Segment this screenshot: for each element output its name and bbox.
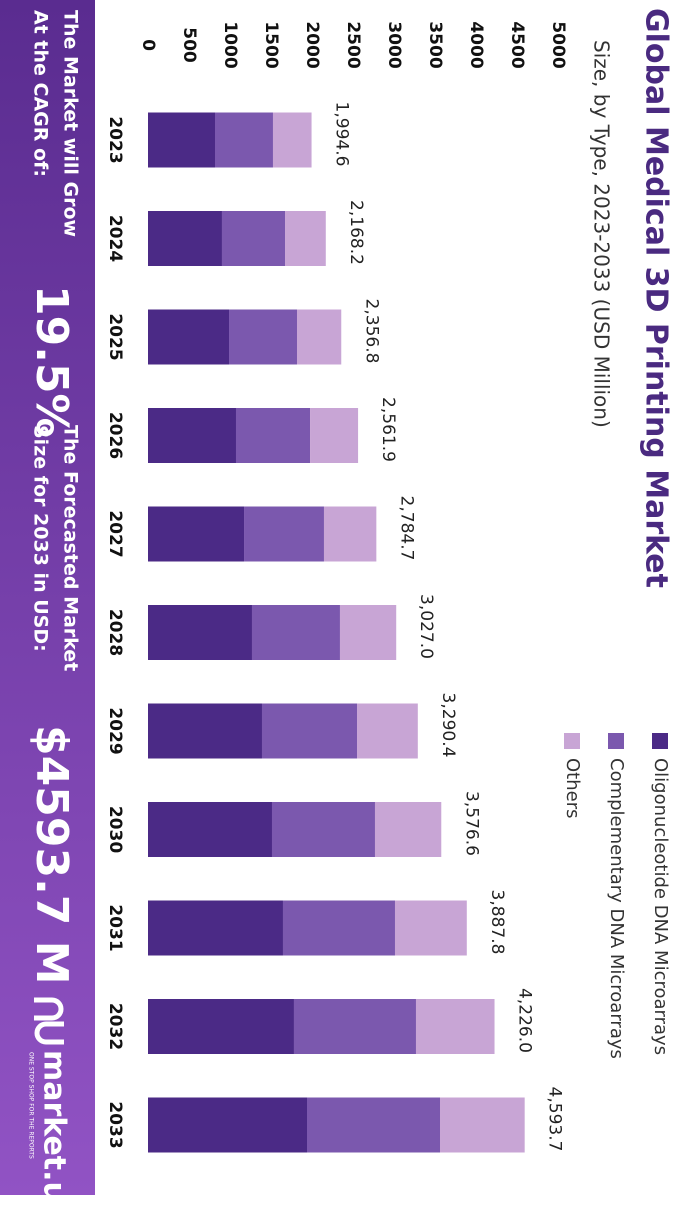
y-tick-label: 1500 <box>261 21 281 68</box>
bar-segment <box>282 900 395 956</box>
cagr-value: 19.5% <box>26 285 77 438</box>
bar-segment <box>285 211 326 266</box>
y-tick-label: 4000 <box>466 21 486 68</box>
logo-shape <box>34 997 64 1021</box>
logo-shape <box>34 1021 64 1045</box>
banner-text: The Market will Grow <box>60 10 82 237</box>
bar-segment <box>271 802 375 857</box>
y-tick-label: 3000 <box>384 21 404 68</box>
total-label: 2,356.8 <box>361 299 381 364</box>
bar-segment <box>339 605 397 660</box>
chart-title: Global Medical 3D Printing Market <box>639 8 674 588</box>
total-label: 2,561.9 <box>378 397 398 462</box>
x-tick-label: 2023 <box>105 116 125 163</box>
tagline: ONE STOP SHOP FOR THE REPORTS <box>28 1052 35 1159</box>
y-tick-label: 5000 <box>548 21 568 68</box>
bar-segment <box>229 309 297 365</box>
x-tick-label: 2028 <box>105 609 125 656</box>
bar-segment <box>357 703 418 759</box>
x-tick-label: 2031 <box>105 904 125 951</box>
bar-segment <box>235 408 311 463</box>
x-tick-label: 2026 <box>105 412 125 459</box>
bar-segment <box>148 506 245 562</box>
legend-label: Oligonucleotide DNA Microarrays <box>650 758 671 1055</box>
banner-text: At the CAGR of: <box>30 10 52 177</box>
logo-icon <box>34 997 64 1045</box>
bar-segment <box>296 309 342 365</box>
y-tick-label: 0 <box>138 39 158 51</box>
y-tick-label: 2000 <box>302 21 322 68</box>
bar-segment <box>148 802 272 857</box>
bar-segment <box>244 506 324 562</box>
y-tick-label: 500 <box>179 27 199 63</box>
x-tick-label: 2030 <box>105 806 125 853</box>
y-tick-label: 1000 <box>220 21 240 68</box>
bar-segment <box>310 408 359 463</box>
bar-segment <box>306 1097 441 1153</box>
x-tick-label: 2024 <box>105 215 125 262</box>
legend-swatch <box>564 733 580 749</box>
total-label: 3,027.0 <box>416 594 436 659</box>
bar-segment <box>272 112 312 168</box>
bar-segment <box>147 900 283 956</box>
chart-subtitle: Size, by Type, 2023-2033 (USD Million) <box>590 40 614 428</box>
bar-segment <box>214 112 273 168</box>
legend-swatch <box>608 733 624 749</box>
banner-text: The Forecasted Market <box>60 425 82 671</box>
bar-segment <box>293 999 416 1054</box>
total-label: 1,994.6 <box>332 102 352 167</box>
bar-segment <box>251 605 340 660</box>
total-label: 2,784.7 <box>396 496 416 561</box>
bar-segment <box>394 900 467 956</box>
bar-segment <box>148 703 262 759</box>
total-label: 4,226.0 <box>515 988 535 1053</box>
forecast-value: $4593.7 M <box>26 725 77 985</box>
bar-segment <box>415 999 495 1054</box>
y-tick-label: 3500 <box>425 21 445 68</box>
bar-segment <box>147 211 222 266</box>
bar-segment <box>261 703 358 759</box>
total-label: 4,593.7 <box>545 1087 565 1152</box>
y-tick-label: 4500 <box>507 21 527 68</box>
bar-segment <box>147 1097 307 1153</box>
x-tick-label: 2025 <box>105 313 125 360</box>
brand: market.us <box>37 1050 72 1210</box>
bar-segment <box>440 1097 525 1153</box>
banner <box>0 0 95 1195</box>
bar-segment <box>147 309 230 365</box>
total-label: 2,168.2 <box>346 200 366 265</box>
legend-label: Others <box>562 758 583 819</box>
total-label: 3,576.6 <box>461 791 481 856</box>
bar-segment <box>323 506 377 562</box>
bar-segment <box>221 211 286 266</box>
legend-label: Complementary DNA Microarrays <box>606 758 627 1059</box>
banner-text: Size for 2033 in USD: <box>30 425 52 652</box>
x-tick-label: 2032 <box>105 1003 125 1050</box>
bar-segment <box>147 408 236 463</box>
total-label: 3,290.4 <box>438 693 458 758</box>
bar-segment <box>147 999 294 1054</box>
bar-segment <box>148 605 252 660</box>
legend-swatch <box>652 733 668 749</box>
x-tick-label: 2033 <box>105 1101 125 1148</box>
bar-segment <box>147 112 215 168</box>
y-tick-label: 2500 <box>343 21 363 68</box>
bar-segment <box>374 802 442 857</box>
total-label: 3,887.8 <box>487 890 507 955</box>
x-tick-label: 2029 <box>105 707 125 754</box>
x-tick-label: 2027 <box>105 510 125 557</box>
